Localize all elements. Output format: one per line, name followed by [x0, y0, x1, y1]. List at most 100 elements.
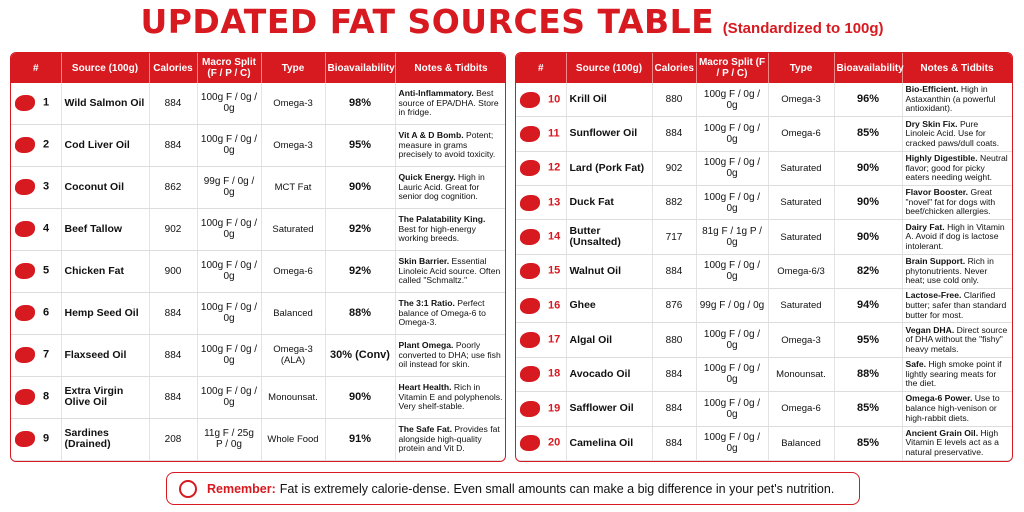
- notes-cell: Bio-Efficient. High in Astaxanthin (a po…: [902, 83, 1012, 118]
- macro-cell: 100g F / 0g / 0g: [696, 83, 769, 118]
- column-header: Type: [261, 53, 326, 83]
- table-row: 5 Chicken Fat 900 100g F / 0g / 0g Omega-6 92…: [11, 250, 505, 293]
- table-row: 2 Cod Liver Oil 884 100g F / 0g / 0g Omega-3…: [11, 124, 505, 167]
- notes-cell: Skin Barrier. Essential Linoleic Acid so…: [395, 250, 505, 293]
- macro-cell: 100g F / 0g / 0g: [696, 391, 769, 427]
- row-number: 17: [548, 333, 561, 346]
- number-cell: 6: [11, 292, 62, 335]
- notes-title: The 3:1 Ratio.: [398, 297, 455, 308]
- food-icon: [520, 366, 540, 383]
- notes-text: High Vitamin E levels act as a natural p…: [905, 427, 999, 458]
- table-row: 17 Algal Oil 880 100g F / 0g / 0g Omega-3 95%…: [516, 322, 1012, 358]
- table-head: # Source (100g) Calories Macro Split (F / P…: [11, 53, 505, 83]
- food-icon: [15, 347, 35, 364]
- calories-cell: 884: [652, 426, 697, 461]
- table-row: 13 Duck Fat 882 100g F / 0g / 0g Saturated 90…: [516, 185, 1012, 221]
- macro-cell: 100g F / 0g / 0g: [696, 151, 769, 187]
- number-cell: 7: [11, 334, 62, 377]
- source-cell: Cod Liver Oil: [61, 124, 150, 167]
- calories-cell: 880: [652, 322, 697, 358]
- table-row: 6 Hemp Seed Oil 884 100g F / 0g / 0g Balance…: [11, 292, 505, 335]
- notes-cell: The Palatability King. Best for high-ene…: [395, 208, 505, 251]
- source-cell: Krill Oil: [566, 83, 653, 118]
- source-cell: Chicken Fat: [61, 250, 150, 293]
- notes-cell: Lactose-Free. Clarified butter; safer th…: [902, 288, 1012, 324]
- calories-cell: 208: [149, 418, 198, 461]
- type-cell: Omega-3: [768, 322, 835, 358]
- food-icon: [15, 263, 35, 280]
- column-header: Macro Split (F / P / C): [197, 53, 262, 83]
- calories-cell: 880: [652, 83, 697, 118]
- food-icon: [15, 95, 35, 112]
- bioavailability-cell: 96%: [834, 83, 903, 118]
- row-number: 5: [43, 264, 50, 277]
- food-icon: [15, 389, 35, 406]
- bioavailability-cell: 85%: [834, 116, 903, 152]
- type-cell: Omega-3: [768, 83, 835, 118]
- type-cell: Saturated: [768, 219, 835, 255]
- notes-text: Direct source of DHA without the "fishy"…: [905, 324, 1008, 354]
- calories-cell: 884: [652, 116, 697, 152]
- type-cell: Omega-6/3: [768, 254, 835, 290]
- calories-cell: 884: [652, 357, 697, 393]
- column-header: Bioavailability: [834, 53, 904, 83]
- type-cell: Saturated: [768, 151, 835, 187]
- number-cell: 1: [11, 83, 62, 125]
- row-number: 20: [548, 436, 561, 449]
- source-cell: Algal Oil: [566, 322, 653, 358]
- calories-cell: 717: [652, 219, 697, 255]
- number-cell: 17: [516, 322, 567, 358]
- food-icon: [520, 400, 540, 417]
- notes-cell: Vegan DHA. Direct source of DHA without …: [902, 322, 1012, 358]
- macro-cell: 100g F / 0g / 0g: [197, 250, 262, 293]
- type-cell: Balanced: [768, 426, 835, 461]
- header-row: # Source (100g) Calories Macro Split (F / P…: [11, 53, 505, 83]
- source-cell: Safflower Oil: [566, 391, 653, 427]
- bioavailability-cell: 88%: [834, 357, 903, 393]
- macro-cell: 100g F / 0g / 0g: [197, 208, 262, 251]
- notes-cell: Highly Digestible. Neutral flavor; good …: [902, 151, 1012, 187]
- calories-cell: 862: [149, 166, 198, 209]
- notes-title: Dairy Fat.: [905, 221, 945, 232]
- food-icon: [15, 137, 35, 154]
- calories-cell: 884: [149, 124, 198, 167]
- footer-note: Remember: Fat is extremely calorie-dense…: [166, 472, 860, 505]
- row-number: 2: [43, 138, 50, 151]
- calories-cell: 884: [149, 292, 198, 335]
- row-number: 9: [43, 432, 50, 445]
- notes-cell: Heart Health. Rich in Vitamin E and poly…: [395, 376, 505, 419]
- macro-cell: 100g F / 0g / 0g: [696, 116, 769, 152]
- calories-cell: 902: [149, 208, 198, 251]
- bioavailability-cell: 30% (Conv): [325, 334, 396, 377]
- notes-title: The Palatability King.: [398, 213, 486, 224]
- notes-text: High smoke point if lightly searing meat…: [905, 359, 1002, 389]
- source-cell: Sunflower Oil: [566, 116, 653, 152]
- header-row: # Source (100g) Calories Macro Split (F / P…: [516, 53, 1012, 83]
- row-number: 10: [548, 93, 561, 106]
- number-cell: 13: [516, 185, 567, 221]
- source-cell: Lard (Pork Fat): [566, 151, 653, 187]
- source-cell: Camelina Oil: [566, 426, 653, 461]
- calories-cell: 902: [652, 151, 697, 187]
- food-icon: [520, 194, 540, 211]
- food-icon: [520, 297, 540, 314]
- macro-cell: 100g F / 0g / 0g: [696, 185, 769, 221]
- column-header: Notes & Tidbits: [902, 53, 1012, 83]
- table-row: 8 Extra Virgin Olive Oil 884 100g F / 0g / …: [11, 376, 505, 419]
- number-cell: 14: [516, 219, 567, 255]
- macro-cell: 100g F / 0g / 0g: [696, 322, 769, 358]
- notes-title: Quick Energy.: [398, 171, 456, 182]
- food-icon: [15, 431, 35, 448]
- notes-text: Rich in Vitamin E and polyphenols. Very …: [398, 382, 503, 412]
- table-row: 20 Camelina Oil 884 100g F / 0g / 0g Balance…: [516, 426, 1012, 461]
- macro-cell: 100g F / 0g / 0g: [696, 254, 769, 290]
- notes-text: Clarified butter; safer than standard bu…: [905, 290, 1007, 320]
- notes-text: Essential Linoleic Acid source. Often ca…: [398, 255, 501, 286]
- source-cell: Ghee: [566, 288, 653, 324]
- number-cell: 20: [516, 426, 567, 461]
- source-cell: Duck Fat: [566, 185, 653, 221]
- food-icon: [15, 305, 35, 322]
- notes-text: Perfect balance of Omega-6 to Omega-3.: [398, 297, 486, 328]
- subtitle: (Standardized to 100g): [722, 20, 884, 37]
